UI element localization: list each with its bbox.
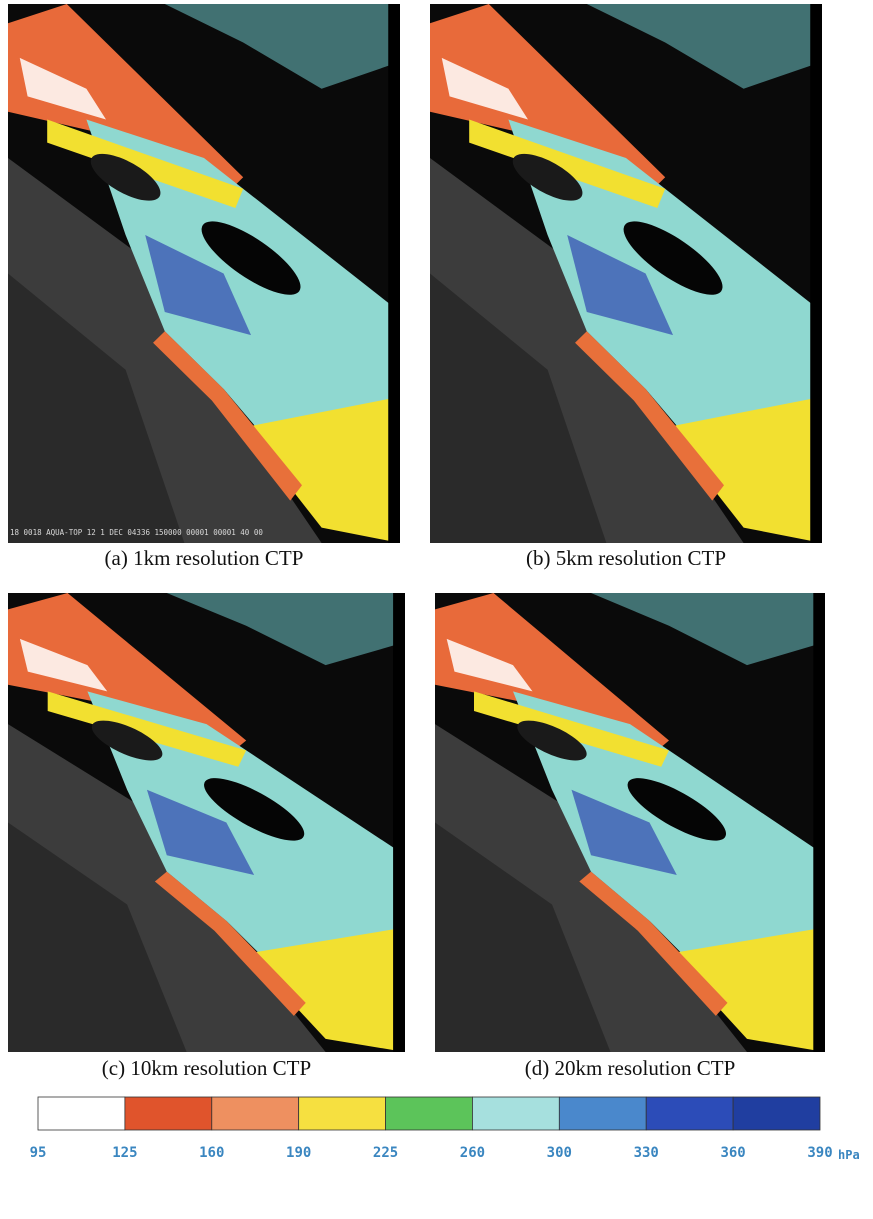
- colorbar-segment: [732, 1096, 821, 1131]
- colorbar-tick-label: 160: [199, 1145, 224, 1161]
- colorbar-tick-label: 95: [30, 1145, 47, 1161]
- colorbar: 95 125 160 190 225 260 300 330 360 390 hPa: [30, 1096, 860, 1162]
- panel-image: [435, 593, 825, 1052]
- colorbar-tick-label: 360: [720, 1145, 745, 1161]
- colorbar-segment: [558, 1096, 647, 1131]
- ctp-image: [435, 593, 825, 1052]
- panel-image: [8, 593, 405, 1052]
- panel-caption: (a) 1km resolution CTP: [104, 546, 304, 570]
- image-stamp: 18 0018 AQUA-TOP 12 1 DEC 04336 150000 0…: [10, 528, 263, 537]
- colorbar-tick-label: 190: [286, 1145, 311, 1161]
- panel-caption: (b) 5km resolution CTP: [525, 546, 727, 570]
- colorbar-segment: [472, 1096, 560, 1131]
- colorbar-tick-label: 330: [634, 1145, 659, 1161]
- colorbar-segment: [385, 1096, 473, 1131]
- ctp-image: [8, 4, 400, 543]
- colorbar-segment: [124, 1096, 213, 1131]
- colorbar-segment: [211, 1096, 300, 1131]
- colorbar-tick-label: 260: [460, 1145, 485, 1161]
- colorbar-unit: hPa: [838, 1148, 860, 1162]
- colorbar-tick-label: 225: [373, 1145, 398, 1161]
- colorbar-tick-label: 390: [807, 1145, 832, 1161]
- colorbar-segment: [645, 1096, 734, 1131]
- colorbar-segment: [298, 1096, 386, 1131]
- ctp-image: [430, 4, 822, 543]
- panel-caption: (c) 10km resolution CTP: [101, 1056, 312, 1080]
- colorbar-segment: [37, 1096, 126, 1131]
- ctp-image: [8, 593, 405, 1052]
- colorbar-tick-label: 300: [547, 1145, 572, 1161]
- colorbar-tick-label: 125: [112, 1145, 137, 1161]
- panel-image: [430, 4, 822, 543]
- panel-image: [8, 4, 400, 543]
- panel-caption: (d) 20km resolution CTP: [524, 1056, 736, 1080]
